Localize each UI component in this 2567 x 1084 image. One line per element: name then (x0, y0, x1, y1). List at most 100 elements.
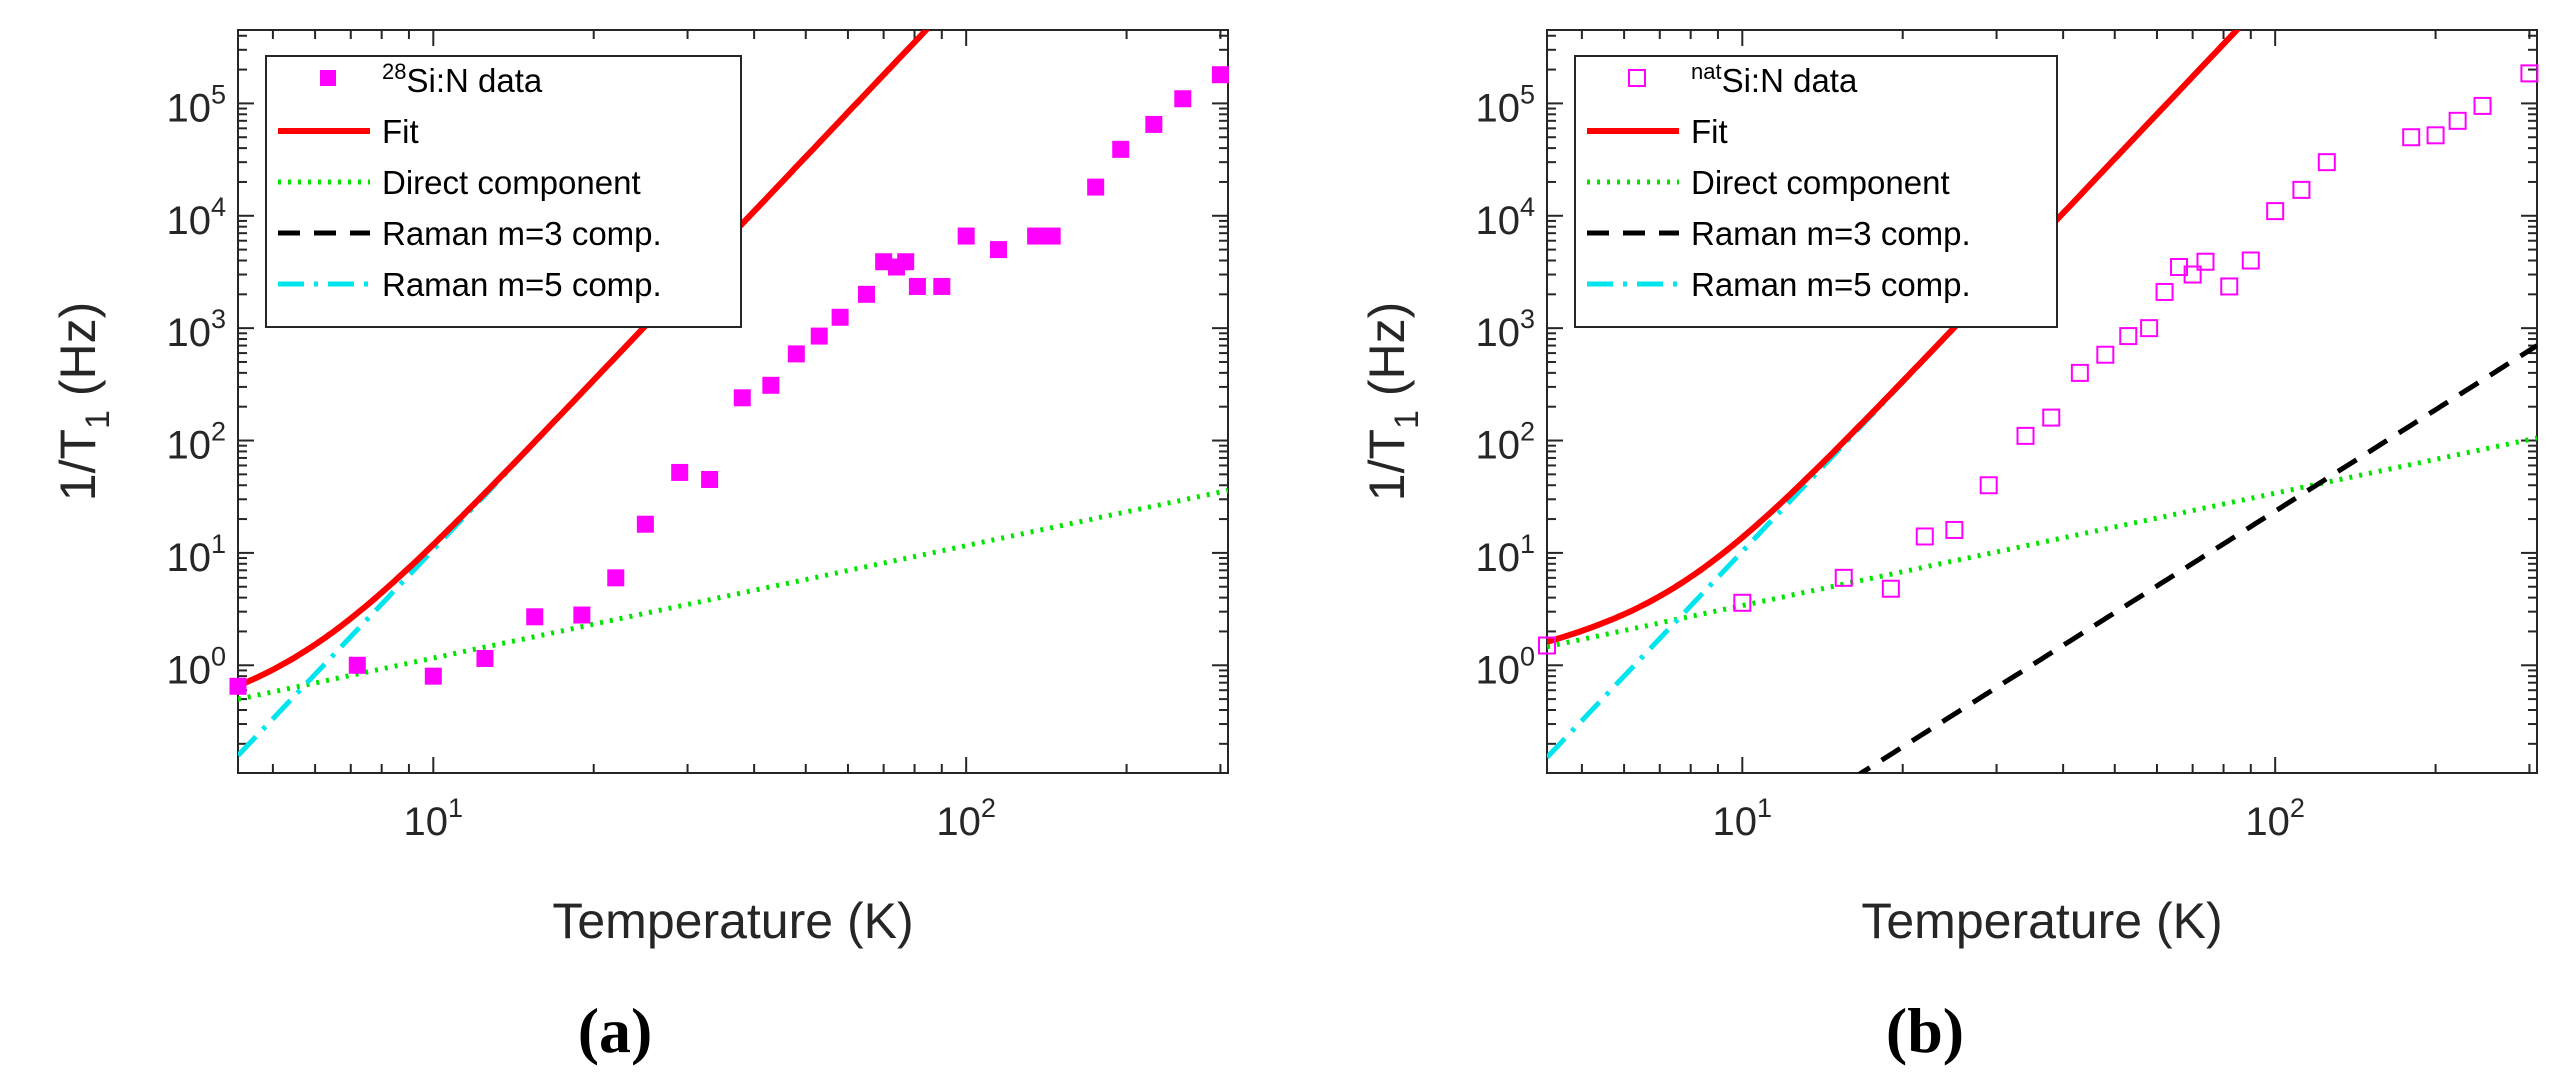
panel-b-legend-text: Fit (1691, 113, 1728, 150)
panel-b-y-tick-exp: 1 (1520, 529, 1535, 559)
panel-a-y-tick-base: 10 (166, 199, 211, 243)
panel-b-x-tick-label: 101 (1713, 793, 1773, 844)
panel-b-y-tick-base: 10 (1475, 648, 1520, 692)
panel-a-y-tick-label: 105 (166, 79, 226, 130)
panel-a-y-tick-label: 101 (166, 529, 226, 580)
panel-a-data-point (526, 608, 544, 626)
panel-a-y-tick-exp: 0 (211, 641, 226, 671)
panel-b-data-point (2155, 282, 2174, 301)
panel-a-data-point (933, 277, 951, 295)
panel-a-y-label-unit: (Hz) (50, 302, 106, 410)
panel-a-y-tick-base: 10 (166, 648, 211, 692)
panel-a-x-axis-label: Temperature (K) (552, 893, 913, 949)
panel-b-x-tick-base: 10 (2245, 800, 2290, 844)
panel-b-raman3-curve (1856, 343, 2537, 773)
panel-a-x-tick-base: 10 (404, 800, 449, 844)
panel-a-legend-label: Fit (382, 113, 419, 150)
panel-b-data-point (2016, 426, 2035, 445)
panel-b-y-tick-label: 102 (1475, 417, 1535, 468)
panel-b-legend-label: Direct component (1691, 164, 1950, 201)
panel-a-data-point (810, 327, 828, 345)
panel-b-legend-sup: nat (1691, 59, 1722, 84)
panel-a-y-tick-exp: 5 (211, 79, 226, 109)
panel-b-data-point (2317, 153, 2336, 172)
panel-a-legend-label: Raman m=5 comp. (382, 266, 662, 303)
panel-a-x-tick-label: 102 (936, 793, 996, 844)
panel-a-data-point (1027, 227, 1045, 245)
panel-a-y-tick-base: 10 (166, 311, 211, 355)
panel-a-y-tick-base: 10 (166, 536, 211, 580)
panel-a-data-point (957, 227, 975, 245)
panel-b-legend-text: Raman m=5 comp. (1691, 266, 1971, 303)
panel-b-legend-label: natSi:N data (1691, 59, 1858, 99)
panel-a-data-point (1145, 115, 1163, 133)
panel-b-x-tick-base: 10 (1713, 800, 1758, 844)
panel-b-data-points (1538, 64, 2539, 655)
panel-a-x-tick-exp: 2 (981, 793, 996, 823)
panel-b-y-tick-base: 10 (1475, 199, 1520, 243)
panel-a-data-point (787, 345, 805, 363)
panel-b-legend-label: Fit (1691, 113, 1728, 150)
panel-a-y-tick-base: 10 (166, 86, 211, 130)
panel-a-legend-text: Raman m=5 comp. (382, 266, 662, 303)
panel-a-data-point (1043, 227, 1061, 245)
panel-a-data-point (476, 649, 494, 667)
panel-a-data-point (1174, 90, 1192, 108)
panel-b-data-point (2140, 319, 2159, 338)
panel-a-data-point (733, 389, 751, 407)
panel-a-legend-label: 28Si:N data (382, 59, 543, 99)
panel-a-data-point (1112, 140, 1130, 158)
panel-a-y-tick-exp: 3 (211, 304, 226, 334)
panel-b-y-label-main: 1/T (1359, 429, 1415, 501)
panel-b-legend-text: Raman m=3 comp. (1691, 215, 1971, 252)
panel-b-y-tick-label: 103 (1475, 304, 1535, 355)
panel-a-data-point (607, 569, 625, 587)
panel-b-legend: natSi:N data Fit Direct component Raman m=3… (1574, 55, 2058, 328)
panel-b-y-tick-label: 105 (1475, 79, 1535, 130)
panel-b-y-label-sub: 1 (1388, 410, 1426, 429)
panel-a-legend-sup: 28 (382, 59, 406, 84)
panel-b-data-point (2070, 363, 2089, 382)
panel-b-data-point (2402, 128, 2421, 147)
panel-a-data-point (857, 285, 875, 303)
panel-b-data-point (2473, 96, 2492, 115)
panel-b-y-tick-base: 10 (1475, 86, 1520, 130)
panel-b-y-tick-exp: 4 (1520, 192, 1535, 222)
panel-a-x-tick-exp: 1 (448, 793, 463, 823)
panel-a-legend-text: Si:N data (406, 62, 542, 99)
panel-a-y-tick-label: 102 (166, 417, 226, 468)
panel-a-y-tick-label: 103 (166, 304, 226, 355)
panel-b-legend-marker (1628, 69, 1646, 87)
panel-b-legend-label: Raman m=5 comp. (1691, 266, 1971, 303)
panel-a-y-tick-label: 100 (166, 641, 226, 692)
panel-a-data-point (348, 656, 366, 674)
panel-b-y-tick-base: 10 (1475, 424, 1520, 468)
panel-a-data-point (908, 277, 926, 295)
panel-a-x-tick-label: 101 (404, 793, 464, 844)
panel-a-y-tick-exp: 2 (211, 417, 226, 447)
panel-a-data-point (229, 677, 247, 695)
panel-b-data-point (2183, 265, 2202, 284)
panel-a-data-point (831, 308, 849, 326)
panel-b-x-tick-exp: 1 (1757, 793, 1772, 823)
panel-a-data-point (636, 515, 654, 533)
panel-a-data-point (1087, 178, 1105, 196)
panel-b-y-axis-label: 1/T1 (Hz) (1359, 302, 1426, 501)
panel-a-legend-marker (320, 70, 336, 86)
panel-b-data-point (1979, 476, 1998, 495)
panel-a-data-point (990, 241, 1008, 259)
panel-b-data-point (2241, 251, 2260, 270)
panel-b-data-point (2292, 180, 2311, 199)
panel-b-label: (b) (1886, 995, 1964, 1066)
panel-b-data-point (2220, 277, 2239, 296)
panel-a-data-points (229, 66, 1229, 695)
panel-b-data-point (2520, 64, 2539, 83)
panel-b-y-tick-exp: 0 (1520, 641, 1535, 671)
panel-a-data-point (897, 253, 915, 271)
panel-b-y-tick-base: 10 (1475, 311, 1520, 355)
panel-b-x-axis-label: Temperature (K) (1861, 893, 2222, 949)
panel-a-legend-text: Raman m=3 comp. (382, 215, 662, 252)
panel-b-data-point (1881, 579, 1900, 598)
